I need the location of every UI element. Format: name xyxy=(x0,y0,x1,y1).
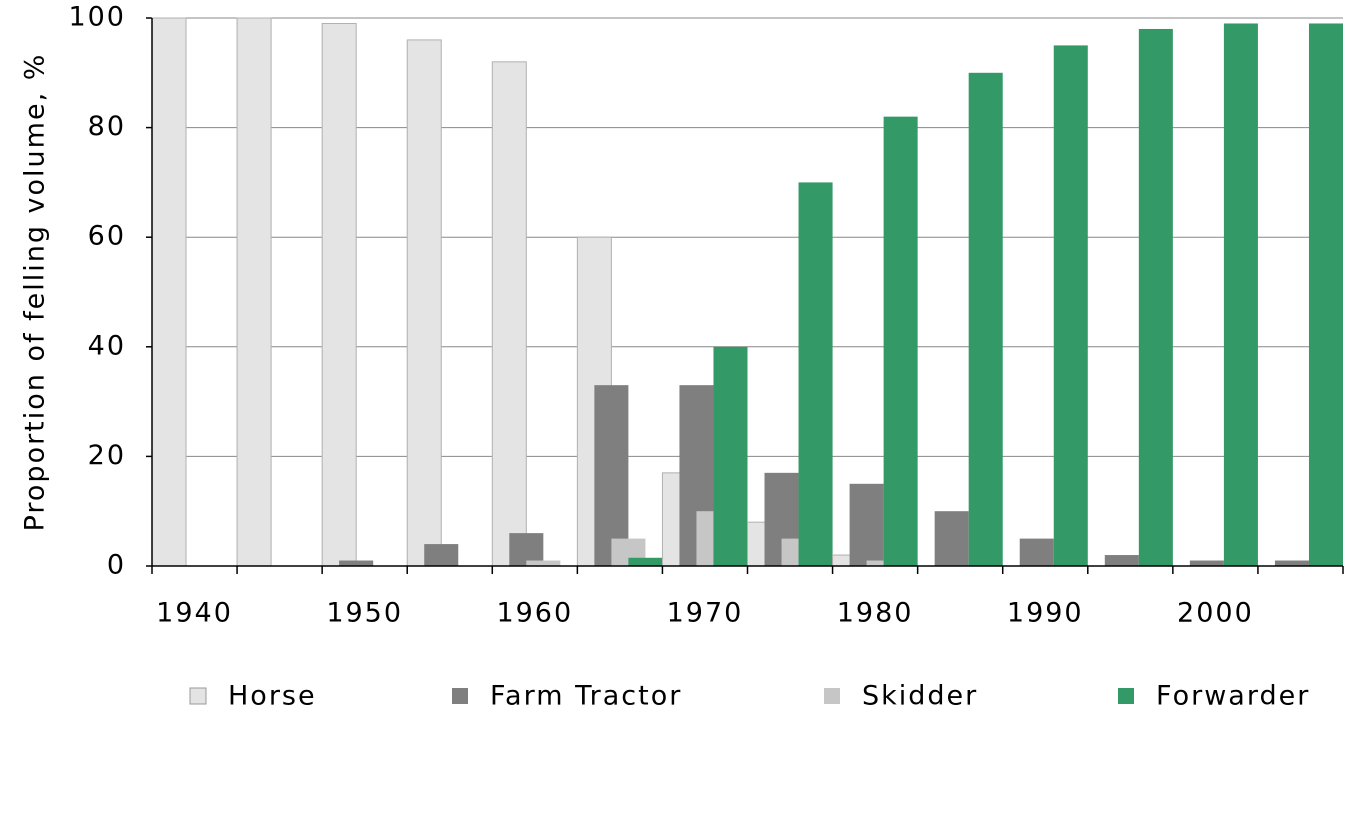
legend-marker xyxy=(1118,688,1134,704)
bar xyxy=(236,17,272,567)
y-tick-label: 20 xyxy=(88,440,126,471)
bar xyxy=(968,72,1003,567)
x-tick-label: 1960 xyxy=(496,598,573,629)
bar xyxy=(798,182,833,566)
x-tick-label: 1980 xyxy=(837,598,914,629)
x-tick-label: 1990 xyxy=(1007,598,1084,629)
bar xyxy=(883,116,918,566)
y-tick-label: 80 xyxy=(88,111,126,142)
y-tick-label: 100 xyxy=(68,2,126,33)
legend-label: Skidder xyxy=(862,681,978,712)
bar xyxy=(628,557,663,566)
legend-marker xyxy=(189,687,207,705)
bar xyxy=(594,385,629,566)
legend-label: Farm Tractor xyxy=(490,681,682,712)
bar xyxy=(1308,23,1343,567)
bar xyxy=(1189,560,1224,566)
legend-label: Horse xyxy=(228,681,317,712)
x-tick-label: 1940 xyxy=(156,598,233,629)
legend-label: Forwarder xyxy=(1156,681,1310,712)
y-axis-label: Proportion of felling volume, % xyxy=(20,53,51,532)
bar xyxy=(151,17,187,567)
bar xyxy=(424,544,459,566)
bar xyxy=(713,346,748,566)
y-tick-label: 60 xyxy=(88,221,126,252)
bar xyxy=(339,560,374,566)
bar xyxy=(1274,560,1309,566)
bar xyxy=(1223,23,1258,567)
legend-marker xyxy=(452,688,468,704)
bar xyxy=(406,39,442,567)
bar xyxy=(1138,28,1173,566)
bar xyxy=(1053,45,1088,566)
bar xyxy=(849,483,884,566)
bar xyxy=(1019,538,1054,566)
bar xyxy=(321,22,357,567)
bar xyxy=(934,511,969,566)
legend-marker xyxy=(824,688,840,704)
bar xyxy=(526,560,561,566)
x-tick-label: 2000 xyxy=(1177,598,1254,629)
x-tick-label: 1950 xyxy=(326,598,403,629)
y-tick-label: 40 xyxy=(88,330,126,361)
y-tick-label: 0 xyxy=(107,550,126,581)
bar xyxy=(491,61,527,567)
bar xyxy=(1104,555,1139,566)
x-tick-label: 1970 xyxy=(667,598,744,629)
